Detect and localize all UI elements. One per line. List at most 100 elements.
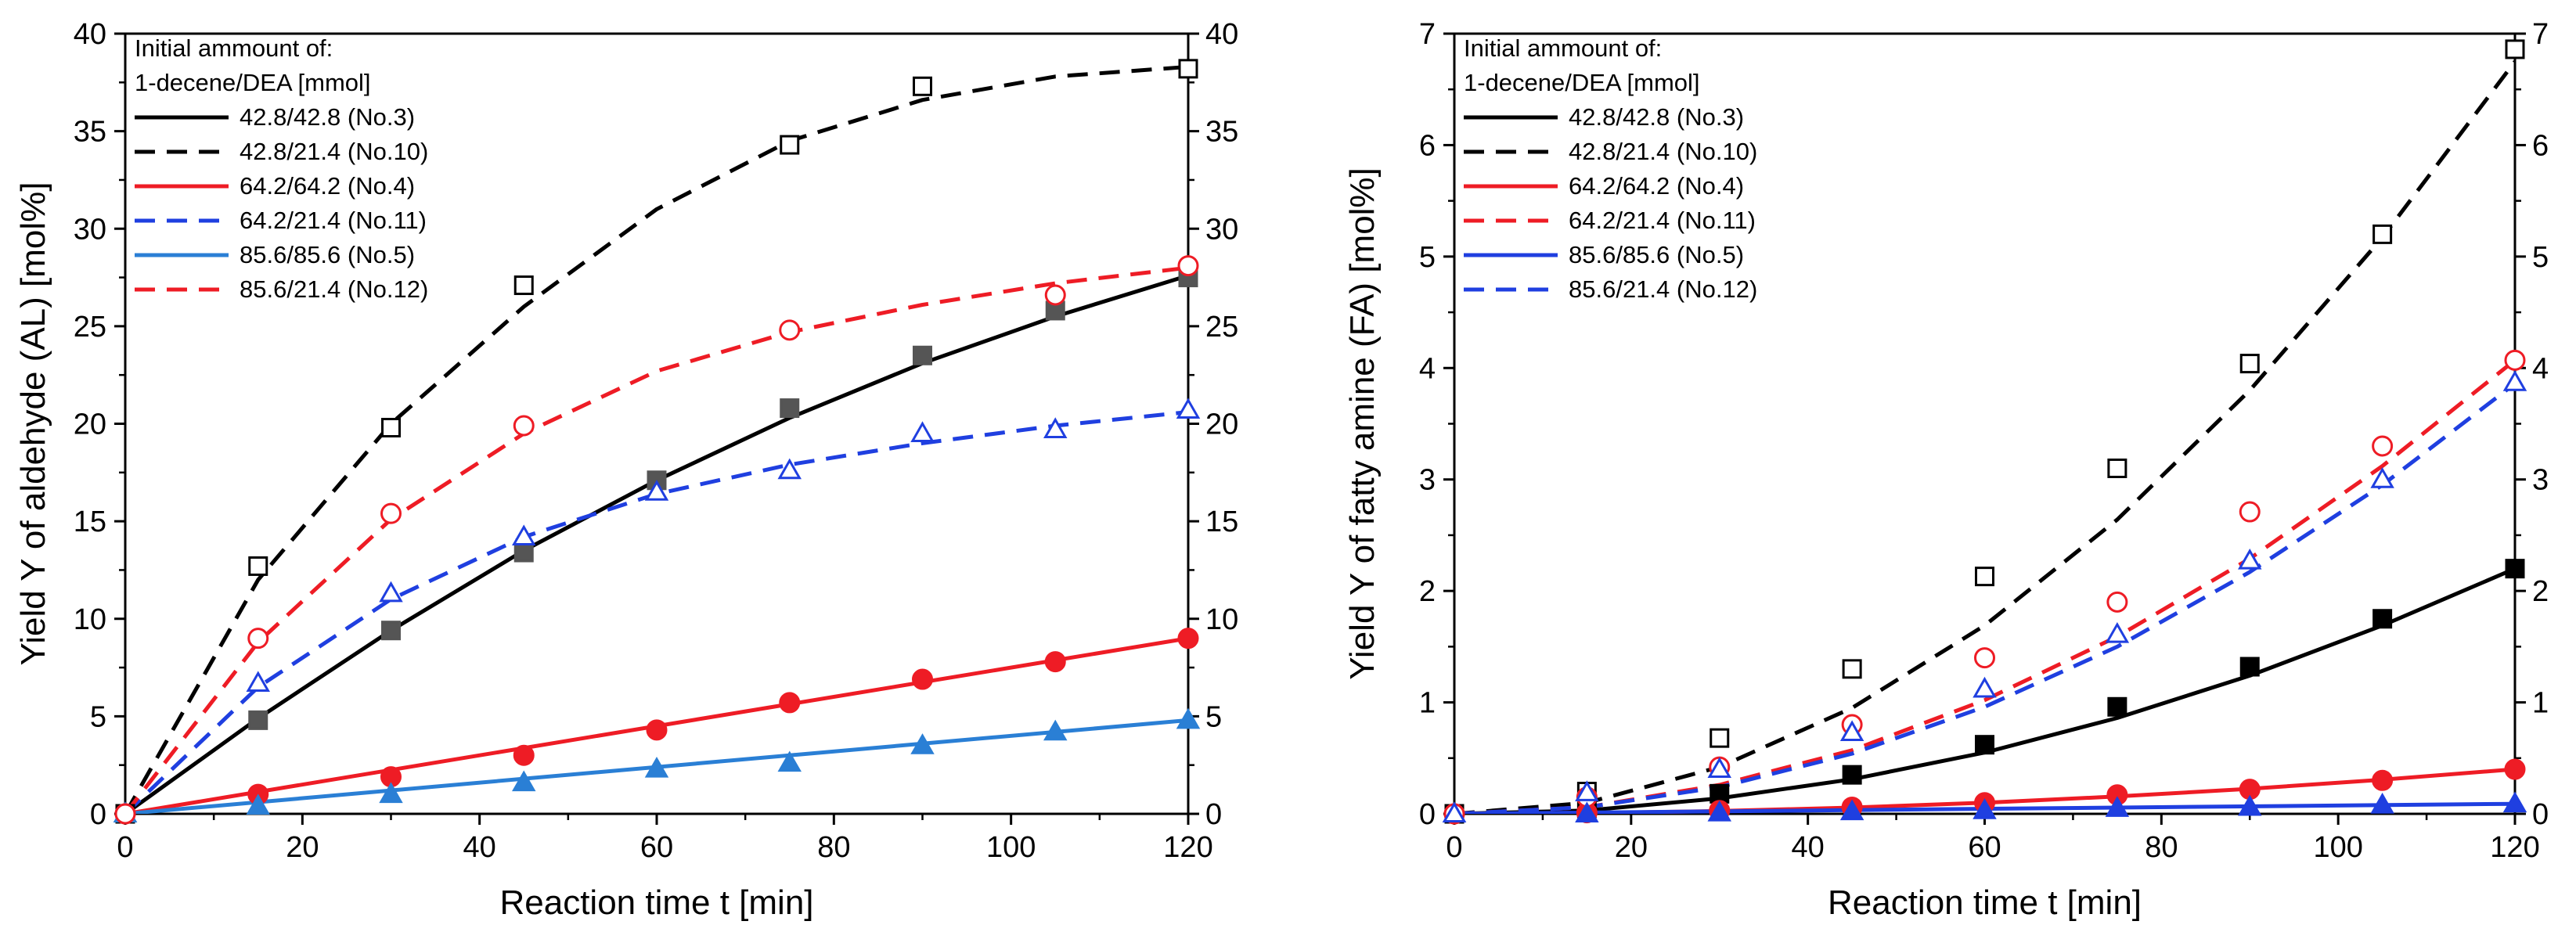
data-point xyxy=(2502,791,2527,813)
legend-title-line2: 1-decene/DEA [mmol] xyxy=(1464,69,1700,96)
data-point xyxy=(2239,354,2260,374)
data-point xyxy=(1707,757,1731,779)
legend: Initial ammount of: 1-decene/DEA [mmol] 42… xyxy=(1464,34,1757,303)
legend-title-line2: 1-decene/DEA [mmol] xyxy=(135,69,371,96)
data-point xyxy=(777,750,802,772)
y2-tick-label: 5 xyxy=(1205,700,1222,733)
data-point xyxy=(644,480,669,501)
data-point xyxy=(913,345,932,365)
legend-label-2: 64.2/64.2 (No.4) xyxy=(1569,172,1744,200)
legend-label-2: 64.2/64.2 (No.4) xyxy=(240,172,415,200)
data-point xyxy=(513,415,535,437)
data-point xyxy=(1973,676,1997,698)
data-point xyxy=(1973,798,1997,819)
x-tick-label: 20 xyxy=(1615,831,1648,864)
y-tick-label: 35 xyxy=(74,116,106,149)
y-tick-label: 2 xyxy=(1419,575,1436,608)
data-point xyxy=(910,733,935,754)
y2-tick-label: 10 xyxy=(1205,603,1238,636)
y2-tick-label: 25 xyxy=(1205,311,1238,344)
series-markers-1 xyxy=(115,59,1198,824)
data-point xyxy=(779,692,801,714)
data-point xyxy=(512,524,536,546)
data-point xyxy=(2504,758,2526,780)
data-point xyxy=(780,398,800,419)
data-point xyxy=(513,744,535,766)
data-point xyxy=(1044,651,1066,673)
y-tick-label: 6 xyxy=(1419,129,1436,162)
x-tick-label: 40 xyxy=(463,831,496,864)
data-point xyxy=(114,803,136,825)
y-tick-label: 1 xyxy=(1419,687,1436,720)
y-tick-label: 20 xyxy=(74,408,106,441)
data-point xyxy=(1839,720,1864,742)
y2-tick-label: 2 xyxy=(2532,575,2549,608)
legend: Initial ammount of: 1-decene/DEA [mmol] 42… xyxy=(135,34,428,303)
series-line-1 xyxy=(1454,60,2515,814)
x-tick-label: 20 xyxy=(286,831,319,864)
y-tick-label: 25 xyxy=(74,311,106,344)
series-markers-5 xyxy=(1442,370,2527,822)
y2-tick-label: 30 xyxy=(1205,213,1238,246)
left-chart-panel: 0 20 40 60 80 100 1200510152025303540051015202… xyxy=(14,18,1238,922)
data-point xyxy=(1974,647,1995,669)
legend-label-3: 64.2/21.4 (No.11) xyxy=(1569,207,1756,234)
x-tick-label: 120 xyxy=(2490,831,2539,864)
data-point xyxy=(379,782,403,804)
data-point xyxy=(646,719,668,741)
data-point xyxy=(2372,435,2394,457)
data-point xyxy=(246,793,270,815)
data-point xyxy=(248,556,268,576)
x-tick-label: 80 xyxy=(2145,831,2178,864)
legend-label-5: 85.6/21.4 (No.12) xyxy=(1569,275,1757,303)
y-axis-title: Yield Y of fatty amine (FA) [mol%] xyxy=(1343,167,1382,680)
data-point xyxy=(1044,284,1066,306)
data-point xyxy=(2238,549,2262,570)
legend-label-4: 85.6/85.6 (No.5) xyxy=(1569,241,1744,268)
series-markers-4 xyxy=(1442,791,2527,822)
data-point xyxy=(1839,799,1864,821)
y2-tick-label: 15 xyxy=(1205,506,1238,538)
x-tick-label: 100 xyxy=(986,831,1036,864)
data-point xyxy=(644,756,669,778)
legend-label-5: 85.6/21.4 (No.12) xyxy=(240,275,428,303)
data-point xyxy=(2107,458,2127,478)
x-tick-label: 120 xyxy=(1163,831,1212,864)
series-markers-5 xyxy=(114,255,1199,825)
legend-label-4: 85.6/85.6 (No.5) xyxy=(240,241,415,268)
data-point xyxy=(2239,657,2260,677)
legend-label-3: 64.2/21.4 (No.11) xyxy=(240,207,427,234)
y-tick-label: 30 xyxy=(74,213,106,246)
data-point xyxy=(1842,765,1862,785)
data-point xyxy=(1575,801,1599,822)
data-point xyxy=(513,542,534,563)
y-axis-title: Yield Y of aldehyde (AL) [mol%] xyxy=(14,182,52,666)
y-tick-label: 5 xyxy=(90,700,106,733)
data-point xyxy=(1177,628,1199,650)
data-point xyxy=(779,319,801,341)
data-point xyxy=(1975,567,1994,587)
x-tick-label: 60 xyxy=(1968,831,2001,864)
series-line-5 xyxy=(125,265,1188,814)
data-point xyxy=(912,668,933,690)
x-tick-label: 100 xyxy=(2313,831,2362,864)
x-tick-label: 0 xyxy=(117,831,133,864)
legend-label-1: 42.8/21.4 (No.10) xyxy=(240,138,428,165)
data-point xyxy=(780,135,800,155)
y-tick-label: 15 xyxy=(74,506,106,538)
data-point xyxy=(2370,792,2394,814)
y2-tick-label: 7 xyxy=(2532,18,2549,51)
data-point xyxy=(2239,501,2261,523)
y-tick-label: 7 xyxy=(1419,18,1436,51)
data-point xyxy=(246,671,270,692)
data-point xyxy=(1710,783,1730,804)
y-tick-label: 40 xyxy=(74,18,106,51)
data-point xyxy=(1575,780,1599,801)
series-line-5 xyxy=(1454,382,2515,814)
y-tick-label: 0 xyxy=(1419,798,1436,831)
y2-tick-label: 35 xyxy=(1205,116,1238,149)
data-point xyxy=(2238,794,2262,816)
data-point xyxy=(2502,370,2527,391)
data-point xyxy=(910,421,935,442)
